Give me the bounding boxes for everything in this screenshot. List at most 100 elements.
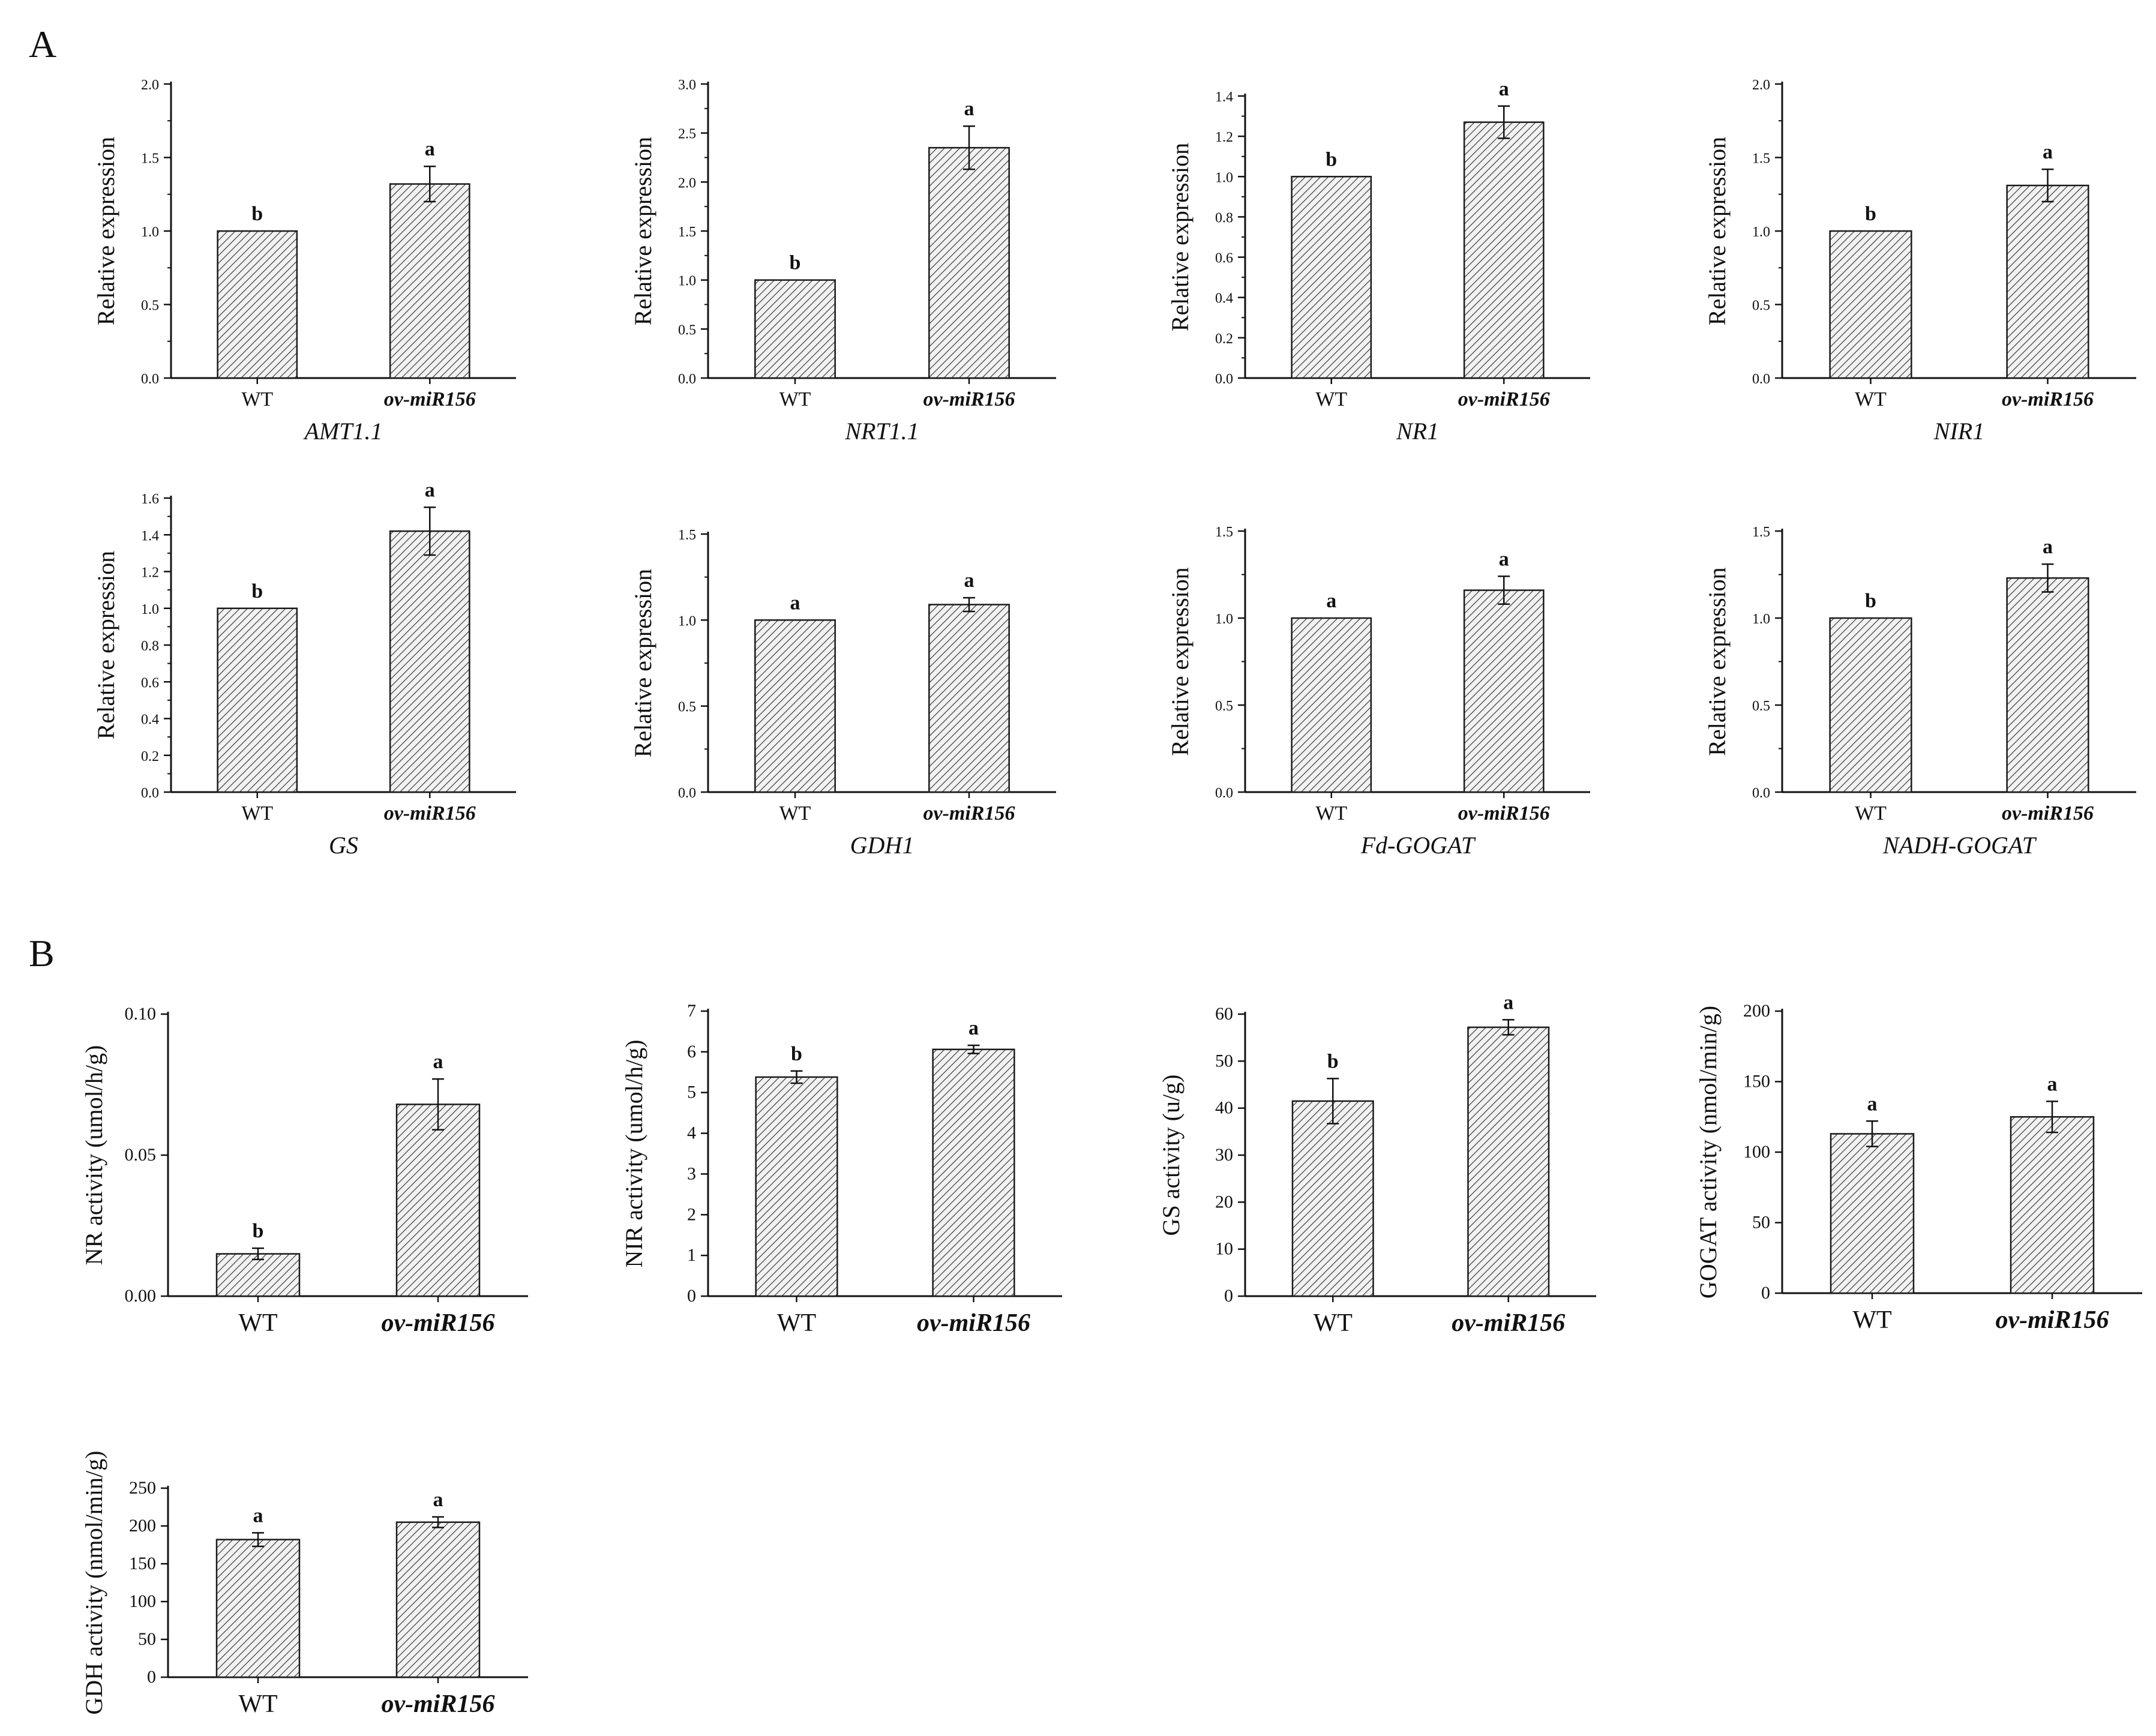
y-tick-label: 0.0	[1215, 371, 1233, 387]
y-tick-label: 200	[129, 1516, 156, 1536]
panel-label-b: B	[29, 932, 55, 975]
bar-ov-mir156	[1463, 121, 1545, 379]
y-tick-label: 20	[1215, 1192, 1233, 1212]
y-axis-label: Relative expression	[629, 137, 656, 325]
y-tick-label: 2.5	[678, 127, 696, 142]
significance-label: b	[1865, 203, 1876, 225]
bar-wt	[217, 607, 298, 793]
bar-ov-mir156	[932, 1048, 1015, 1297]
y-axis-label: Relative expression	[92, 137, 119, 325]
y-tick-label: 250	[129, 1478, 156, 1498]
y-tick-label: 1.6	[141, 491, 159, 507]
y-tick-label: 2.0	[678, 175, 696, 191]
x-category-label: WT	[1855, 802, 1887, 824]
significance-label: a	[1499, 78, 1509, 100]
y-tick-label: 50	[1215, 1051, 1233, 1071]
gene-label: GS	[329, 832, 358, 859]
y-tick-label: 0.5	[1752, 698, 1770, 714]
significance-label: a	[1503, 991, 1513, 1014]
y-tick-label: 1.0	[141, 602, 159, 617]
y-tick-label: 0.5	[678, 700, 696, 715]
significance-label: b	[790, 252, 801, 274]
y-tick-label: 50	[138, 1629, 156, 1649]
y-tick-label: 3	[687, 1164, 696, 1183]
bar-wt	[215, 1253, 301, 1297]
y-tick-label: 1.0	[678, 274, 696, 289]
y-tick-label: 0	[1761, 1283, 1770, 1303]
y-tick-label: 0.0	[141, 785, 159, 801]
x-category-label: ov-miR156	[2002, 802, 2094, 824]
chart-1: 0.0 0.5 1.0 1.5 2.0 Relative expression b WT a ov…	[92, 77, 516, 445]
bar-wt	[1829, 617, 1912, 793]
significance-label: a	[1867, 1093, 1878, 1115]
y-tick-label: 0	[147, 1667, 156, 1687]
y-tick-label: 4	[687, 1123, 696, 1143]
x-category-label: WT	[1314, 1309, 1353, 1337]
y-tick-label: 0.0	[1215, 785, 1233, 801]
chart-13: 0 50 100 150 200 250 GDH activity (nmol/min/g)…	[80, 1451, 528, 1718]
bar-ov-mir156	[2006, 184, 2089, 379]
x-category-label: ov-miR156	[384, 388, 476, 410]
bar-wt	[755, 1076, 838, 1297]
bar-wt	[1291, 1100, 1374, 1297]
gene-label: Fd-GOGAT	[1360, 832, 1476, 859]
y-tick-label: 0.0	[1752, 371, 1770, 387]
x-category-label: ov-miR156	[1996, 1306, 2109, 1334]
y-tick-label: 0.5	[678, 322, 696, 338]
bar-wt	[1291, 176, 1372, 379]
x-category-label: WT	[1852, 1306, 1891, 1334]
y-tick-label: 0	[687, 1286, 696, 1306]
y-tick-label: 1.0	[678, 613, 696, 629]
significance-label: a	[2043, 536, 2053, 558]
significance-label: b	[791, 1043, 802, 1065]
bar-ov-mir156	[1467, 1026, 1550, 1297]
y-tick-label: 0.5	[141, 298, 159, 314]
y-tick-label: 0.8	[141, 638, 159, 654]
y-tick-label: 0.10	[125, 1004, 157, 1024]
bar-ov-mir156	[1463, 589, 1545, 793]
y-tick-label: 0.4	[1215, 291, 1233, 307]
bar-wt	[754, 619, 836, 793]
x-category-label: WT	[241, 802, 273, 824]
significance-label: a	[425, 138, 435, 160]
bar-wt	[754, 279, 836, 379]
y-tick-label: 0.2	[141, 749, 159, 764]
y-tick-label: 0.6	[1215, 251, 1233, 266]
significance-label: a	[433, 1489, 443, 1511]
y-tick-label: 0.5	[1215, 698, 1233, 714]
gene-label: AMT1.1	[303, 418, 383, 445]
y-tick-label: 1.0	[1215, 170, 1233, 185]
bar-ov-mir156	[928, 604, 1010, 793]
y-axis-label: Relative expression	[1704, 567, 1731, 755]
y-tick-label: 10	[1215, 1239, 1233, 1259]
y-tick-label: 1.5	[1752, 151, 1770, 167]
x-category-label: ov-miR156	[1452, 1309, 1565, 1337]
significance-label: a	[425, 479, 435, 501]
y-tick-label: 0.5	[1752, 298, 1770, 314]
y-tick-label: 1.2	[141, 565, 159, 581]
significance-label: b	[251, 580, 263, 602]
y-tick-label: 1.5	[1215, 524, 1233, 540]
y-tick-label: 60	[1215, 1004, 1233, 1024]
y-tick-label: 2.0	[1752, 77, 1770, 93]
y-tick-label: 1.0	[141, 224, 159, 240]
gene-label: NR1	[1396, 418, 1439, 445]
significance-label: a	[1499, 548, 1509, 570]
y-axis-label: Relative expression	[92, 551, 119, 739]
bar-ov-mir156	[389, 530, 470, 793]
y-tick-label: 0	[1224, 1286, 1233, 1306]
y-tick-label: 150	[129, 1554, 156, 1573]
y-tick-label: 50	[1752, 1213, 1770, 1233]
y-tick-label: 0.8	[1215, 210, 1233, 226]
y-tick-label: 100	[1743, 1142, 1770, 1162]
x-category-label: ov-miR156	[1458, 388, 1550, 410]
y-axis-label: GS activity (u/g)	[1158, 1075, 1185, 1236]
chart-10: 0 1 2 3 4 5 6 7 NIR activity (umol/h/g) b WT a ov-mi…	[620, 1001, 1062, 1337]
chart-2: 0.0 0.5 1.0 1.5 2.0 2.5 3.0 Relative expression…	[629, 77, 1056, 445]
y-tick-label: 0.6	[141, 675, 159, 691]
y-tick-label: 7	[687, 1001, 696, 1021]
chart-6: 0.0 0.5 1.0 1.5 Relative expression a WT a ov-mi…	[629, 527, 1056, 859]
y-tick-label: 150	[1743, 1072, 1770, 1092]
